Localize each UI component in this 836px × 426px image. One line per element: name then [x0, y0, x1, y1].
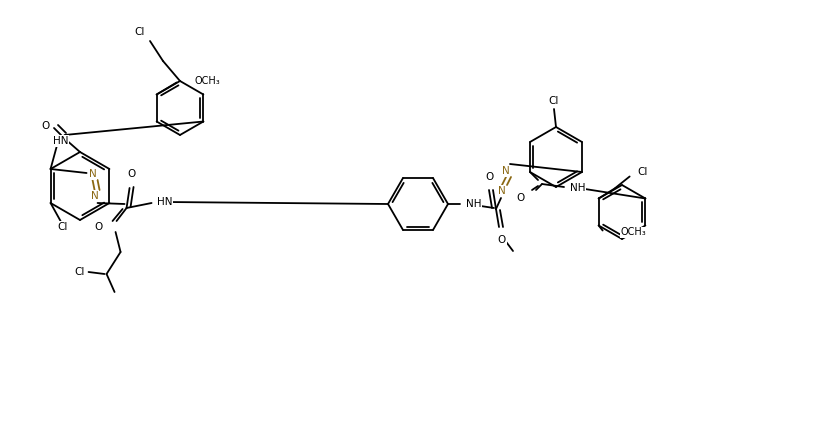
Text: NH: NH: [569, 183, 585, 193]
Text: O: O: [94, 222, 103, 232]
Text: O: O: [497, 235, 506, 245]
Text: OCH₃: OCH₃: [620, 227, 645, 238]
Text: N: N: [89, 169, 96, 179]
Text: O: O: [127, 169, 135, 179]
Text: O: O: [516, 193, 524, 203]
Text: HN: HN: [156, 197, 172, 207]
Text: HN: HN: [53, 136, 69, 146]
Text: N: N: [497, 186, 505, 196]
Text: Cl: Cl: [74, 267, 84, 277]
Text: Cl: Cl: [637, 167, 647, 178]
Text: O: O: [42, 121, 50, 131]
Text: OCH₃: OCH₃: [195, 75, 220, 86]
Text: N: N: [502, 166, 509, 176]
Text: O: O: [484, 172, 492, 182]
Text: NH: NH: [466, 199, 481, 209]
Text: Cl: Cl: [135, 27, 145, 37]
Text: Cl: Cl: [548, 96, 558, 106]
Text: N: N: [90, 191, 99, 201]
Text: Cl: Cl: [58, 222, 68, 232]
